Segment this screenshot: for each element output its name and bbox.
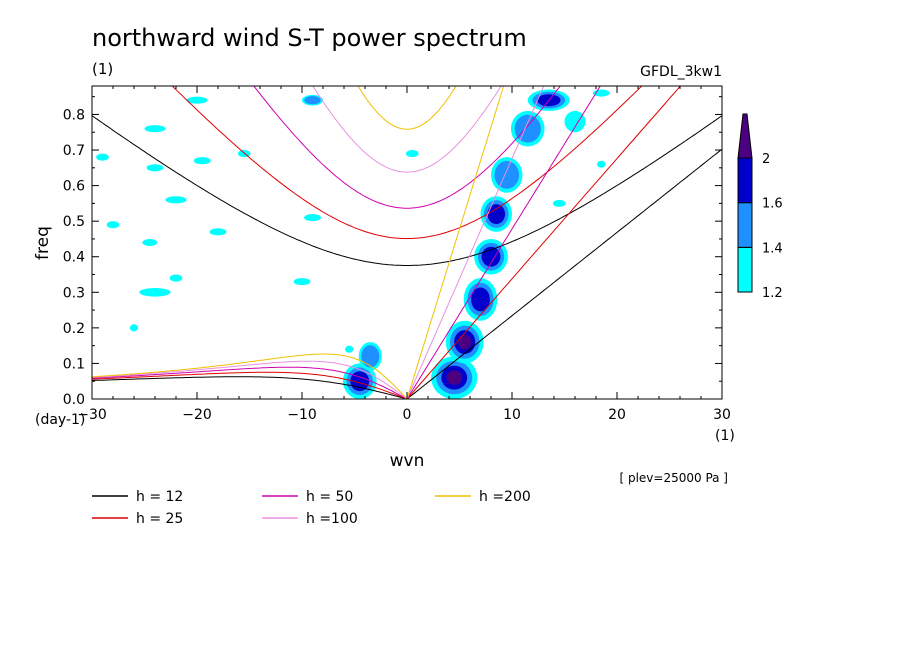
- y-units: (day-1): [35, 412, 85, 428]
- power-contour: [564, 110, 586, 133]
- legend-label: h = 50: [306, 489, 353, 505]
- power-contour: [96, 153, 109, 161]
- kelvin-wave-curve: [406, 86, 682, 399]
- power-contour: [514, 114, 541, 143]
- gravity-wave-curve: [92, 115, 722, 266]
- level-note: [ plev=25000 Pa ]: [619, 471, 728, 485]
- power-contour: [165, 196, 187, 204]
- legend-label: h = 25: [136, 511, 183, 527]
- title-units: (1): [92, 60, 113, 78]
- y-tick-label: 0.7: [63, 143, 85, 159]
- gravity-wave-curve: [312, 86, 502, 173]
- power-contour: [139, 288, 171, 297]
- power-contour: [552, 199, 566, 207]
- power-contour: [129, 324, 139, 332]
- legend-label: h =200: [479, 489, 531, 505]
- plot-frame: [91, 85, 723, 400]
- rossby-wave-curve: [92, 371, 409, 399]
- power-contour: [142, 238, 158, 247]
- power-contour: [144, 125, 166, 133]
- colorbar: 1.2 1.4 1.6 2: [737, 113, 783, 301]
- power-contour: [597, 160, 606, 168]
- kelvin-wave-curve: [406, 86, 505, 399]
- legend-label: h = 12: [136, 489, 183, 505]
- power-contour: [345, 345, 354, 353]
- power-contour: [304, 214, 321, 222]
- power-contour: [458, 334, 472, 350]
- y-tick-label: 0.0: [63, 392, 85, 408]
- power-contour: [405, 150, 419, 158]
- gravity-wave-curve: [171, 86, 643, 240]
- power-contour: [446, 370, 463, 385]
- power-contour: [193, 157, 211, 165]
- colorbar-label: 1.6: [762, 197, 783, 212]
- x-tick-label: −10: [287, 407, 317, 423]
- y-tick-label: 0.1: [63, 356, 85, 372]
- rossby-wave-curve: [92, 353, 408, 399]
- x-tick-label: −30: [77, 407, 107, 423]
- model-label: GFDL_3kw1: [640, 64, 722, 80]
- power-contour: [169, 274, 183, 282]
- power-contour: [146, 164, 164, 172]
- chart-title: northward wind S-T power spectrum: [92, 24, 527, 52]
- x-units: (1): [715, 428, 735, 444]
- rossby-wave-curve: [92, 366, 409, 399]
- colorbar-extension: [737, 113, 753, 159]
- x-tick-label: 0: [403, 407, 412, 423]
- y-tick-label: 0.2: [63, 321, 85, 337]
- power-contour: [361, 345, 380, 368]
- rossby-wave-curve: [92, 376, 409, 399]
- power-contour: [494, 161, 520, 189]
- x-axis-label: wvn: [390, 451, 425, 471]
- gravity-wave-curve: [357, 86, 457, 130]
- power-contour: [293, 278, 311, 286]
- power-contour: [186, 96, 208, 104]
- x-tick-label: 20: [608, 407, 626, 423]
- power-contour: [209, 228, 227, 236]
- colorbar-label: 1.2: [762, 286, 783, 301]
- gravity-wave-curve: [253, 86, 561, 209]
- x-tick-label: 10: [503, 407, 521, 423]
- rossby-wave-curve: [92, 360, 408, 399]
- y-tick-label: 0.8: [63, 107, 85, 123]
- kelvin-wave-curve: [406, 148, 722, 399]
- colorbar-swatch: [737, 202, 753, 248]
- plot-area: −30 −20 −10 0 10 20 30 0.00.10.20.30.40.50.60.…: [63, 85, 731, 423]
- x-tick-label: −20: [182, 407, 212, 423]
- y-tick-label: 0.4: [63, 250, 85, 266]
- x-axis: −30 −20 −10 0 10 20 30: [77, 86, 731, 423]
- colorbar-label: 2: [762, 152, 770, 167]
- power-contour: [487, 204, 506, 225]
- legend-label: h =100: [306, 511, 358, 527]
- dispersion-curves: [92, 86, 722, 399]
- colorbar-label: 1.4: [762, 241, 783, 256]
- power-contour: [106, 221, 120, 229]
- legend: h = 12 h = 25 h = 50 h =100 h =200: [92, 489, 531, 527]
- power-contours: [96, 89, 610, 399]
- colorbar-swatch: [737, 246, 753, 293]
- power-contour: [304, 96, 321, 105]
- x-tick-label: 30: [713, 407, 731, 423]
- y-axis: 0.0 0.1 0.2 0.3 0.4 0.5 0.6 0.7 0.8: [63, 96, 722, 408]
- y-axis-label: freq: [33, 226, 53, 260]
- kelvin-wave-curve: [406, 86, 545, 399]
- y-tick-label: 0.3: [63, 285, 85, 301]
- y-tick-label: 0.5: [63, 214, 85, 230]
- power-contour: [471, 287, 490, 312]
- colorbar-swatch: [737, 157, 753, 204]
- y-tick-label: 0.6: [63, 179, 85, 195]
- kelvin-wave-curve: [406, 86, 601, 399]
